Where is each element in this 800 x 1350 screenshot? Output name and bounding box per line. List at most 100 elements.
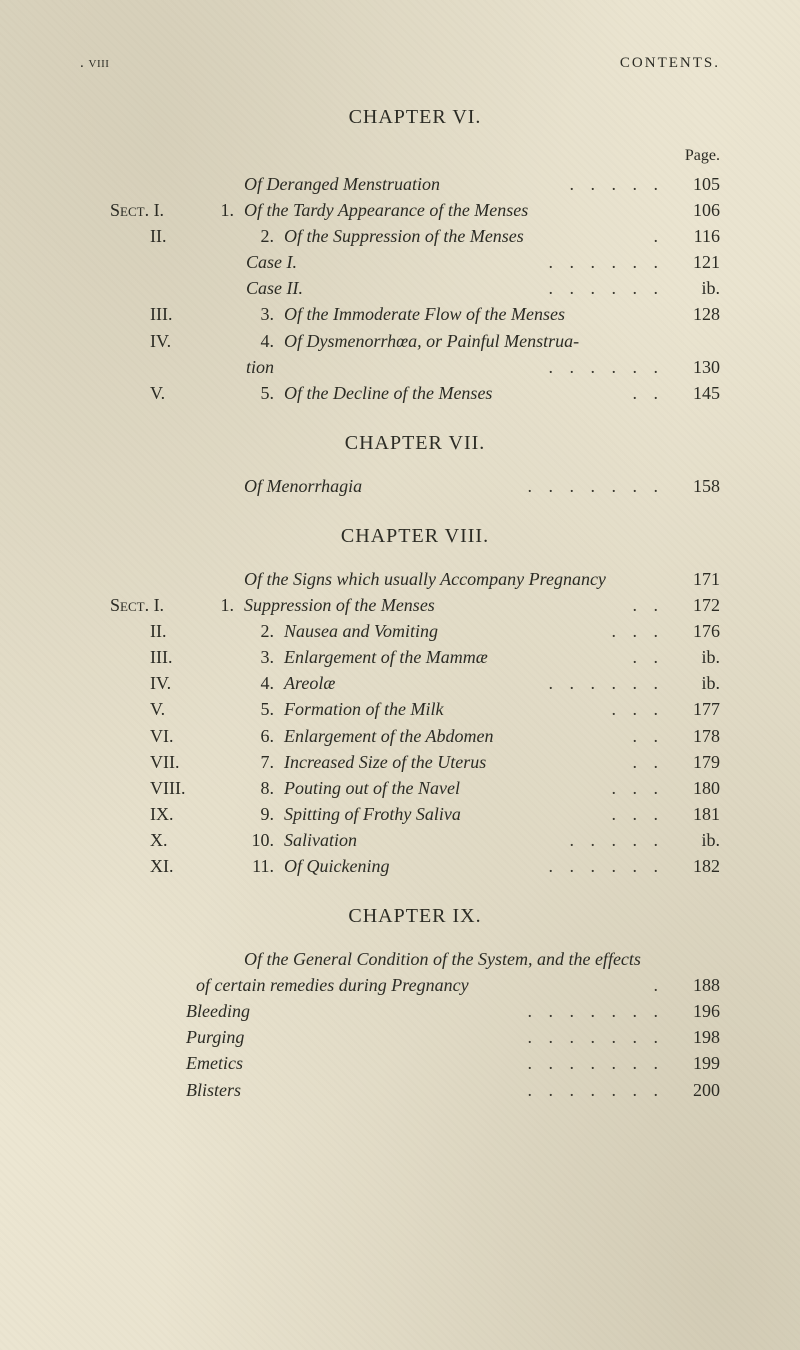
toc-lead: IV. bbox=[110, 670, 246, 696]
toc-number: 5. bbox=[246, 696, 284, 722]
toc-lead: III. bbox=[110, 644, 246, 670]
toc-page: 182 bbox=[670, 853, 720, 879]
toc-text: Of Deranged Menstruation bbox=[244, 171, 564, 197]
toc-lead: II. bbox=[110, 223, 246, 249]
toc-page: ib. bbox=[670, 275, 720, 301]
toc-dots: . . . bbox=[606, 696, 671, 722]
toc-page: 188 bbox=[670, 972, 720, 998]
toc-dots: . . . . . . . bbox=[522, 998, 671, 1024]
toc-text: Of Dysmenorrhœa, or Painful Menstrua- bbox=[284, 328, 658, 354]
toc-number: 1. bbox=[206, 197, 244, 223]
toc-block: Of the Signs which usually Accompany Pre… bbox=[110, 566, 720, 879]
toc-row: VI.6.Enlargement of the Abdomen. .178 bbox=[110, 723, 720, 749]
toc-number: 1. bbox=[206, 592, 244, 618]
toc-number: 5. bbox=[246, 380, 284, 406]
toc-page: 176 bbox=[670, 618, 720, 644]
toc-lead: IV. bbox=[110, 328, 246, 354]
toc-number: 2. bbox=[246, 618, 284, 644]
toc-lead: IX. bbox=[110, 801, 246, 827]
chapter-title: CHAPTER IX. bbox=[110, 905, 720, 928]
toc-text: Enlargement of the Abdomen bbox=[284, 723, 627, 749]
page-number-roman: . viii bbox=[80, 55, 109, 72]
toc-text: Nausea and Vomiting bbox=[284, 618, 606, 644]
toc-dots: . . . bbox=[606, 801, 671, 827]
toc-text: Emetics bbox=[186, 1050, 522, 1076]
toc-row: IX.9.Spitting of Frothy Saliva. . .181 bbox=[110, 801, 720, 827]
toc-row: V.5.Formation of the Milk. . .177 bbox=[110, 696, 720, 722]
toc-text: Of the Decline of the Menses bbox=[284, 380, 627, 406]
toc-text: Salivation bbox=[284, 827, 564, 853]
toc-text: Purging bbox=[186, 1024, 522, 1050]
toc-lead: XI. bbox=[110, 853, 246, 879]
toc-dots: . . bbox=[627, 380, 671, 406]
toc-number: 4. bbox=[246, 670, 284, 696]
toc-row: tion. . . . . .130 bbox=[110, 354, 720, 380]
toc-page: 105 bbox=[670, 171, 720, 197]
toc-row: Blisters. . . . . . .200 bbox=[110, 1077, 720, 1103]
toc-dots: . . . . . . bbox=[543, 249, 671, 275]
toc-dots: . . . . . . . bbox=[522, 473, 671, 499]
toc-row: II.2.Nausea and Vomiting. . .176 bbox=[110, 618, 720, 644]
toc-text: Increased Size of the Uterus bbox=[284, 749, 627, 775]
toc-row: Sect. I.1.Suppression of the Menses. .17… bbox=[110, 592, 720, 618]
toc-row: Bleeding. . . . . . .196 bbox=[110, 998, 720, 1024]
toc-page: 180 bbox=[670, 775, 720, 801]
toc-row: Purging. . . . . . .198 bbox=[110, 1024, 720, 1050]
toc-block: Of Deranged Menstruation. . . . .105Sect… bbox=[110, 171, 720, 406]
toc-number: 11. bbox=[246, 853, 284, 879]
toc-page: 196 bbox=[670, 998, 720, 1024]
toc-dots: . . . . . . . bbox=[522, 1024, 671, 1050]
toc-text: Pouting out of the Navel bbox=[284, 775, 606, 801]
toc-row: Of the General Condition of the System, … bbox=[110, 946, 720, 972]
toc-dots: . . bbox=[627, 592, 671, 618]
toc-lead: V. bbox=[110, 380, 246, 406]
toc-row: IV.4.Of Dysmenorrhœa, or Painful Menstru… bbox=[110, 328, 720, 354]
toc-dots: . . . bbox=[606, 618, 671, 644]
toc-row: of certain remedies during Pregnancy.188 bbox=[110, 972, 720, 998]
toc-row: V.5.Of the Decline of the Menses. .145 bbox=[110, 380, 720, 406]
toc-number: 4. bbox=[246, 328, 284, 354]
toc-text: of certain remedies during Pregnancy bbox=[196, 972, 648, 998]
toc-page: 130 bbox=[670, 354, 720, 380]
toc-dots: . . bbox=[627, 723, 671, 749]
toc-page: ib. bbox=[670, 827, 720, 853]
toc-dots: . . . . . . bbox=[543, 275, 671, 301]
toc-row: IV.4.Areolæ. . . . . .ib. bbox=[110, 670, 720, 696]
toc-row: XI.11.Of Quickening. . . . . .182 bbox=[110, 853, 720, 879]
toc-text: Case I. bbox=[246, 249, 543, 275]
toc-dots: . . . . . . . bbox=[522, 1050, 671, 1076]
toc-page: 128 bbox=[670, 301, 720, 327]
toc-lead: Sect. I. bbox=[110, 197, 206, 223]
running-head-title: CONTENTS. bbox=[620, 55, 720, 72]
toc-lead: II. bbox=[110, 618, 246, 644]
toc-dots: . . . . . . . bbox=[522, 1077, 671, 1103]
toc-row: III.3.Of the Immoderate Flow of the Mens… bbox=[110, 301, 720, 327]
toc-text: Of the Suppression of the Menses bbox=[284, 223, 648, 249]
toc-row: Case II.. . . . . .ib. bbox=[110, 275, 720, 301]
toc-page: 198 bbox=[670, 1024, 720, 1050]
toc-row: Emetics. . . . . . .199 bbox=[110, 1050, 720, 1076]
toc-page: 178 bbox=[670, 723, 720, 749]
toc-row: VIII.8.Pouting out of the Navel. . .180 bbox=[110, 775, 720, 801]
chapter-title: CHAPTER VII. bbox=[110, 432, 720, 455]
toc-page: 121 bbox=[670, 249, 720, 275]
toc-text: Of the General Condition of the System, … bbox=[244, 946, 658, 972]
toc-row: VII.7.Increased Size of the Uterus. .179 bbox=[110, 749, 720, 775]
toc-text: Blisters bbox=[186, 1077, 522, 1103]
toc-block: Of Menorrhagia. . . . . . .158 bbox=[110, 473, 720, 499]
toc-page: 106 bbox=[670, 197, 720, 223]
toc-row: Of Deranged Menstruation. . . . .105 bbox=[110, 171, 720, 197]
toc-number: 3. bbox=[246, 644, 284, 670]
toc-number: 6. bbox=[246, 723, 284, 749]
toc-text: Formation of the Milk bbox=[284, 696, 606, 722]
toc-page: 158 bbox=[670, 473, 720, 499]
toc-page: 172 bbox=[670, 592, 720, 618]
toc-dots: . . bbox=[627, 749, 671, 775]
toc-row: Of Menorrhagia. . . . . . .158 bbox=[110, 473, 720, 499]
toc-number: 2. bbox=[246, 223, 284, 249]
toc-text: Bleeding bbox=[186, 998, 522, 1024]
toc-text: tion bbox=[246, 354, 543, 380]
toc-dots: . bbox=[648, 223, 671, 249]
toc-page: ib. bbox=[670, 670, 720, 696]
toc-text: Case II. bbox=[246, 275, 543, 301]
